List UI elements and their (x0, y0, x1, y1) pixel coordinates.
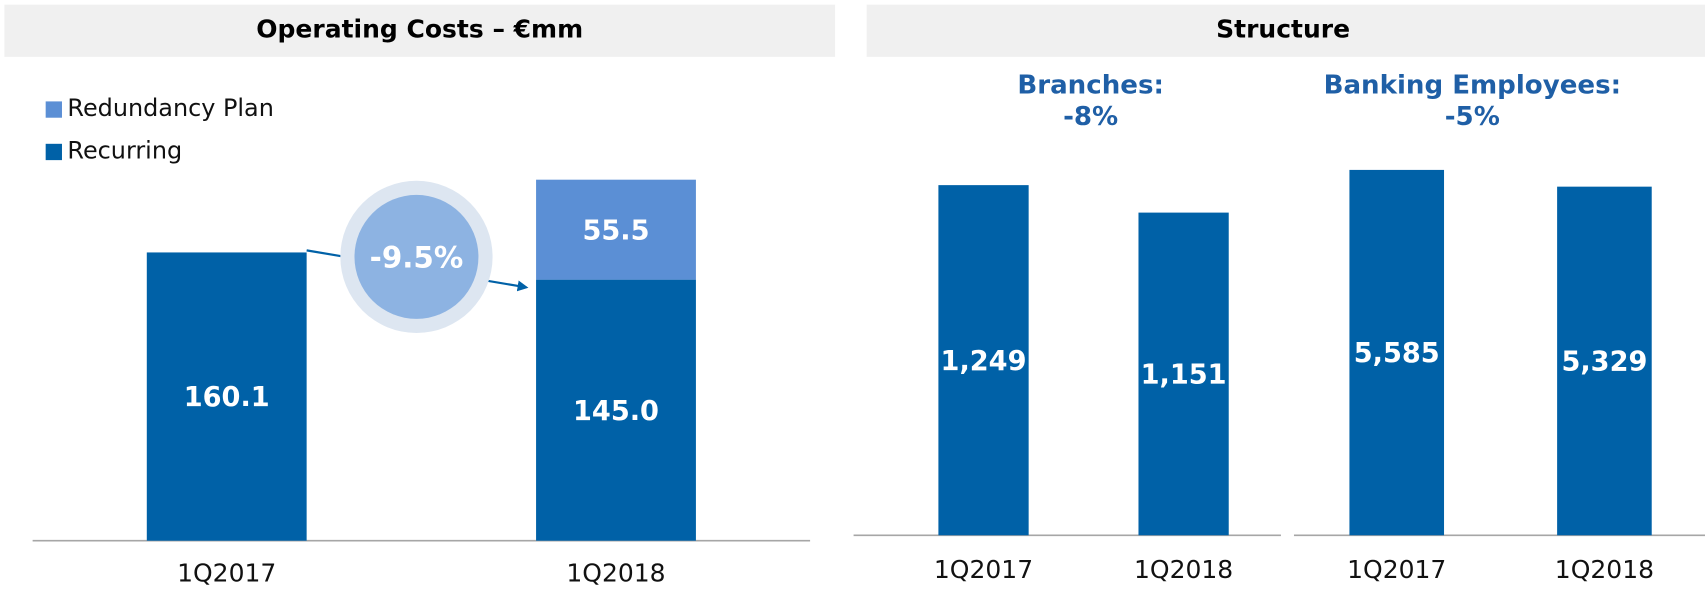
header-band (4, 4, 836, 57)
bar (1138, 212, 1229, 536)
legend-label: Redundancy Plan (67, 94, 273, 122)
chart-title: Banking Employees: (1324, 71, 1621, 101)
chart-subtitle: -8% (1063, 102, 1118, 132)
value-label: 1,249 (941, 346, 1027, 377)
value-label: 5,329 (1561, 347, 1647, 378)
legend-label: Recurring (67, 136, 182, 164)
bar-segment (146, 252, 307, 541)
chart-title: Operating Costs – €mm (256, 15, 583, 44)
bar (1557, 186, 1652, 536)
bar-segment (536, 279, 696, 541)
x-tick-label: 1Q2017 (177, 558, 276, 587)
value-label: 5,585 (1354, 338, 1440, 369)
x-tick-label: 1Q2018 (566, 558, 665, 587)
legend-swatch (45, 101, 62, 118)
panel-title: Structure (1216, 15, 1350, 44)
x-tick-label: 1Q2017 (1347, 555, 1446, 584)
bar-segment (536, 179, 696, 280)
value-label: 160.1 (184, 382, 270, 413)
bar (1349, 169, 1445, 536)
chart-title: Branches: (1017, 71, 1164, 101)
header-band (866, 4, 1705, 57)
legend-swatch (45, 143, 62, 161)
chart-subtitle: -5% (1445, 102, 1500, 132)
value-label: 1,151 (1141, 360, 1227, 391)
annotation: -9.5% (370, 241, 464, 275)
bar (938, 185, 1029, 536)
annotation-circle (354, 194, 479, 319)
value-label: 145.0 (573, 396, 659, 427)
x-tick-label: 1Q2018 (1555, 555, 1654, 584)
value-label: 55.5 (582, 215, 649, 246)
x-tick-label: 1Q2017 (934, 555, 1033, 584)
x-tick-label: 1Q2018 (1134, 555, 1233, 584)
